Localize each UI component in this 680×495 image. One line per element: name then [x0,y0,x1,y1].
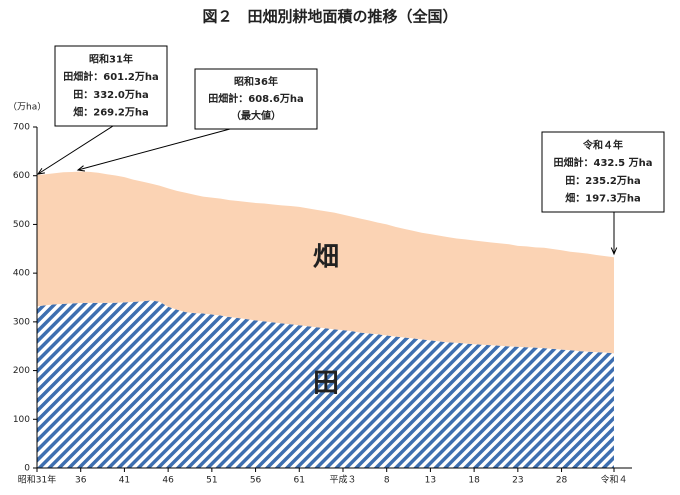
x-tick-label: 36 [75,476,87,486]
arrow-head [36,167,45,175]
y-tick-label: 700 [13,123,30,133]
annotation-text: 令和４年 [582,138,623,151]
x-tick-label: 昭和31年 [18,474,56,486]
annotation-arrow [37,125,114,175]
annotation-text: 畑：197.3万ha [565,192,641,205]
x-tick-label: 23 [512,476,523,486]
y-tick-label: 400 [13,269,30,279]
arrow-head [610,247,618,256]
x-tick-label: 28 [556,476,568,486]
x-tick-label: 41 [119,476,130,486]
y-tick-label: 200 [13,366,30,376]
y-tick-label: 600 [13,171,30,181]
annotation-arrow [77,128,231,171]
annotation-text: 田：332.0万ha [73,89,149,101]
annotation-text: 田畑計：608.6万ha [208,92,304,105]
x-tick-label: 56 [250,476,262,486]
arrow-head [76,165,86,172]
chart-title: 図２ 田畑別耕地面積の推移（全国） [202,8,457,26]
series-label: 畑 [313,243,339,273]
series-label: 田 [313,369,339,399]
annotation-box [54,45,168,127]
y-tick-label: 300 [13,317,30,327]
x-tick-label: 8 [384,476,390,486]
x-tick-label: 46 [162,476,174,486]
annotation-box [194,68,318,130]
annotation-box [541,131,665,213]
x-tick-label: 平成３ [329,474,356,486]
y-axis-label: （万ha） [8,102,46,113]
annotation-text: 畑：269.2万ha [73,106,149,119]
annotation-text: 田：235.2万ha [565,175,641,187]
x-tick-label: 13 [425,476,436,486]
area [37,300,614,468]
x-tick-label: 令和４ [600,474,627,486]
y-tick-label: 500 [13,220,30,230]
x-tick-label: 51 [206,476,217,486]
annotation-text: 田畑計：601.2万ha [63,70,159,83]
y-tick-label: 100 [13,415,30,425]
area [37,171,614,354]
x-tick-label: 61 [294,476,305,486]
annotation-text: 田畑計：432.5 万ha [554,156,653,169]
y-tick-label: 0 [24,464,30,474]
x-tick-label: 18 [468,476,480,486]
annotation-text: 昭和36年 [234,75,278,88]
annotation-text: 昭和31年 [89,52,133,65]
annotation-text: （最大値） [231,109,281,122]
